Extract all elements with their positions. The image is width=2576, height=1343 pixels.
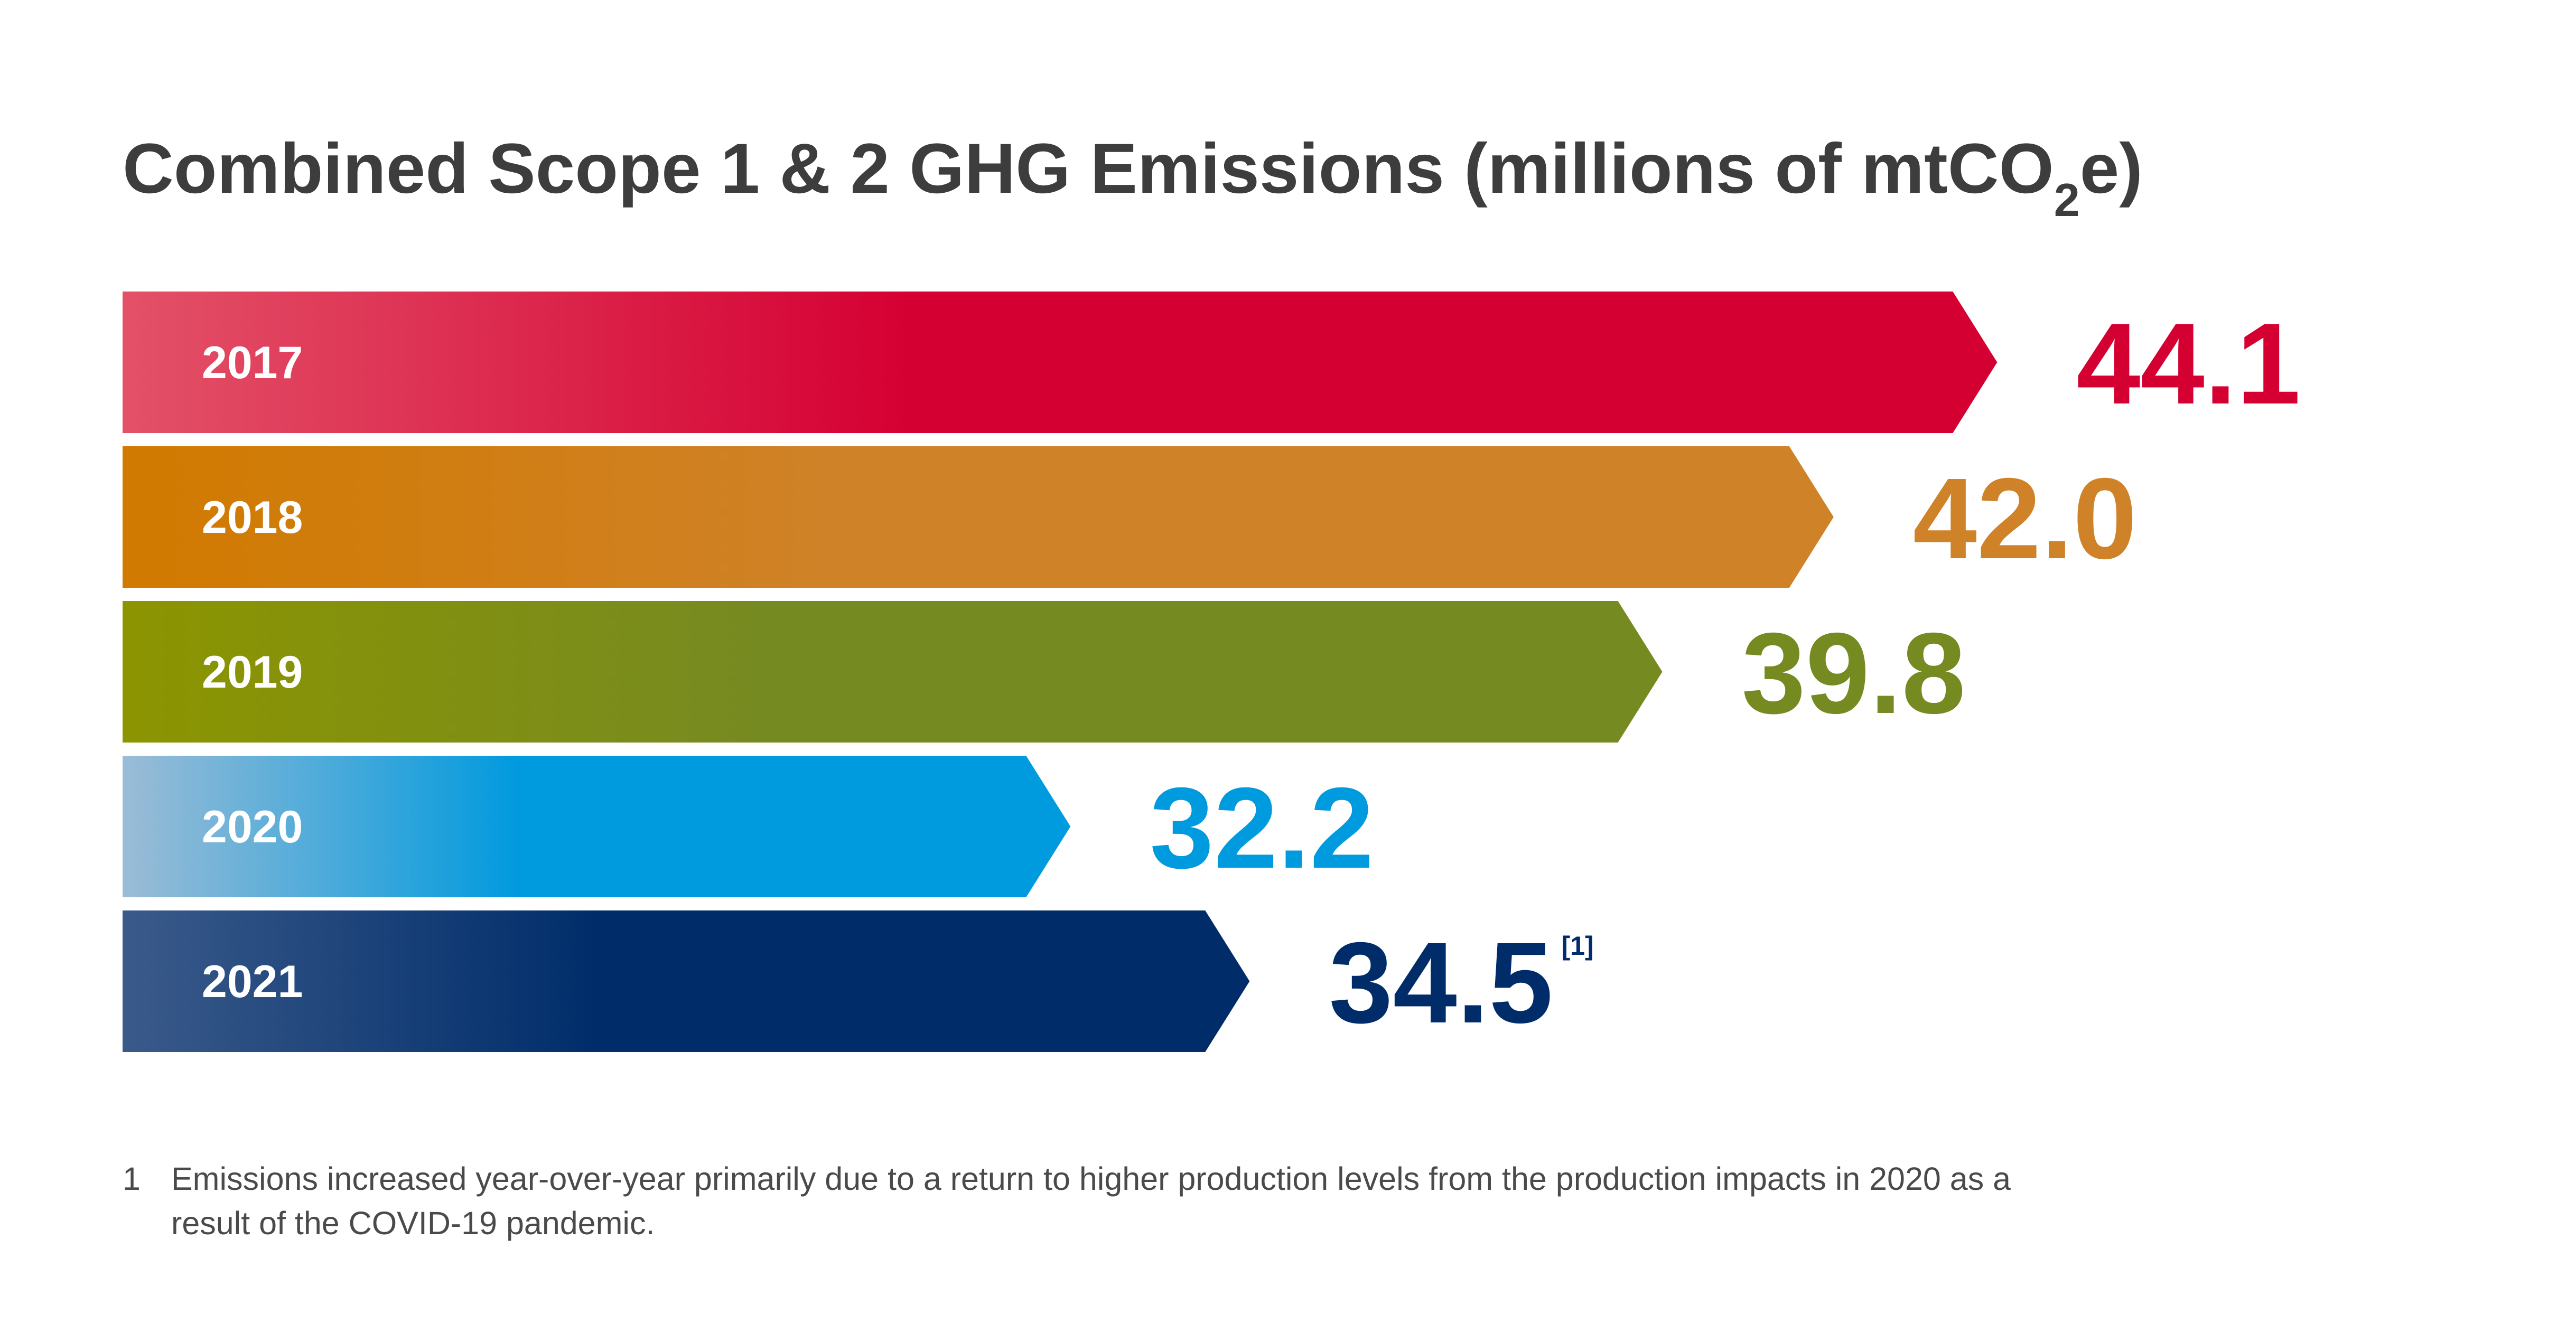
value-label-2017: 44.1 — [2076, 300, 2300, 428]
chart-title-suffix: e) — [2079, 129, 2143, 208]
chart-title-main: Combined Scope 1 & 2 GHG Emissions (mill… — [123, 129, 2054, 208]
value-label-2020: 32.2 — [1150, 764, 1374, 893]
bar-2018 — [123, 446, 1834, 588]
footnote-text: Emissions increased year-over-year prima… — [171, 1161, 2011, 1241]
chart-title-subscript: 2 — [2054, 174, 2080, 226]
value-label-2021: 34.5 — [1329, 919, 1553, 1047]
bar-2019 — [123, 601, 1663, 743]
category-label-2019: 2019 — [202, 647, 303, 698]
category-label-2018: 2018 — [202, 492, 303, 543]
annotation-marker-2021: [1] — [1562, 931, 1594, 961]
category-label-2021: 2021 — [202, 956, 303, 1007]
bar-2020 — [123, 756, 1071, 897]
category-label-2017: 2017 — [202, 337, 303, 388]
bars-group: 2017 44.1 2018 42.0 2019 39.8 2020 32.2 2021 34.5… — [123, 292, 2301, 1052]
bar-2017 — [123, 292, 1998, 433]
bar-2021 — [123, 910, 1250, 1052]
footnote: 1 Emissions increased year-over-year pri… — [123, 1157, 2024, 1245]
value-label-2019: 39.8 — [1742, 609, 1966, 738]
footnote-number: 1 — [123, 1161, 141, 1197]
category-label-2020: 2020 — [202, 802, 303, 852]
value-label-2018: 42.0 — [1913, 455, 2137, 583]
chart-title: Combined Scope 1 & 2 GHG Emissions (mill… — [123, 127, 2143, 226]
